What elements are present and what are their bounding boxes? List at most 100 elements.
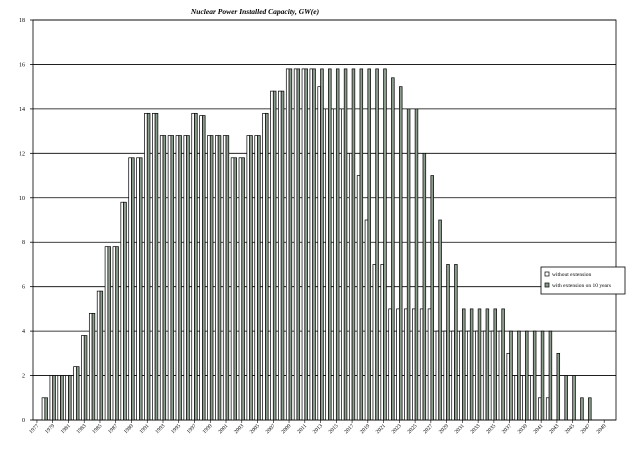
bar-without-extension xyxy=(81,335,85,421)
bar-without-extension xyxy=(443,330,447,421)
bar-without-extension xyxy=(309,68,314,421)
y-tick-label: 16 xyxy=(19,62,25,68)
bar-without-extension xyxy=(325,108,329,421)
x-tick-label: 2009 xyxy=(280,423,292,435)
bar-without-extension xyxy=(152,112,156,421)
x-tick-label: 1977 xyxy=(28,423,40,435)
bar-without-extension xyxy=(396,308,400,421)
bar-with-extension xyxy=(469,308,474,421)
bar-without-extension xyxy=(191,112,195,421)
bar-without-extension xyxy=(246,135,251,421)
bar-with-extension xyxy=(335,68,340,421)
bar-without-extension xyxy=(506,352,510,421)
bar-without-extension xyxy=(459,330,463,421)
x-tick-label: 2027 xyxy=(422,423,434,435)
bar-without-extension xyxy=(159,135,164,421)
bar-with-extension xyxy=(493,308,497,421)
bar-without-extension xyxy=(364,219,369,421)
bar-with-extension xyxy=(359,68,364,421)
bar-without-extension xyxy=(238,157,243,421)
bar-with-extension xyxy=(217,135,222,421)
bar-without-extension xyxy=(199,115,203,421)
bar-without-extension xyxy=(41,397,46,421)
bar-with-extension xyxy=(328,68,332,421)
bar-with-extension xyxy=(540,330,545,421)
x-tick-label: 2031 xyxy=(454,423,466,435)
bar-with-extension xyxy=(162,135,167,421)
y-tick-label: 6 xyxy=(22,285,25,291)
bar-with-extension xyxy=(430,175,434,421)
x-tick-label: 1979 xyxy=(44,423,56,435)
bar-with-extension xyxy=(60,375,64,421)
x-tick-label: 2047 xyxy=(580,423,592,435)
legend-swatch-with-extension xyxy=(544,282,550,288)
bar-without-extension xyxy=(333,108,337,421)
bar-with-extension xyxy=(462,308,466,421)
x-tick-label: 2041 xyxy=(533,423,545,435)
x-tick-label: 1991 xyxy=(139,423,151,435)
bar-without-extension xyxy=(475,330,479,421)
bar-with-extension xyxy=(75,366,80,421)
x-tick-label: 2007 xyxy=(265,423,277,435)
bar-with-extension xyxy=(367,68,371,421)
bar-without-extension xyxy=(175,135,180,421)
bar-without-extension xyxy=(451,330,455,421)
bar-without-extension xyxy=(278,90,282,421)
x-tick-label: 2011 xyxy=(296,423,308,435)
bar-without-extension xyxy=(222,135,227,421)
y-tick-label: 12 xyxy=(19,151,25,157)
bar-without-extension xyxy=(167,135,172,421)
plot-area xyxy=(32,19,617,421)
x-tick-label: 1981 xyxy=(60,423,72,435)
bar-with-extension xyxy=(454,264,458,421)
y-tick-label: 2 xyxy=(22,374,25,380)
bar-with-extension xyxy=(312,68,316,421)
bar-without-extension xyxy=(482,330,487,421)
bar-with-extension xyxy=(107,246,111,421)
bar-with-extension xyxy=(517,330,521,421)
bar-with-extension xyxy=(170,135,174,421)
bar-with-extension xyxy=(194,112,198,421)
bar-with-extension xyxy=(68,375,72,421)
x-tick-label: 1997 xyxy=(186,423,198,435)
bar-without-extension xyxy=(215,135,219,421)
bar-with-extension xyxy=(304,68,308,421)
bar-without-extension xyxy=(112,246,117,421)
bar-with-extension xyxy=(139,157,143,421)
bar-with-extension xyxy=(123,201,127,421)
bar-with-extension xyxy=(383,68,387,421)
x-tick-label: 2035 xyxy=(485,423,497,435)
x-tick-label: 2021 xyxy=(375,423,387,435)
bar-with-extension xyxy=(588,397,592,421)
bar-without-extension xyxy=(372,264,377,421)
bar-with-extension xyxy=(485,308,490,421)
bar-with-extension xyxy=(209,135,214,421)
bar-with-extension xyxy=(154,112,159,421)
bar-without-extension xyxy=(411,308,416,421)
x-tick-label: 2025 xyxy=(406,423,418,435)
bar-with-extension xyxy=(525,330,529,421)
bar-without-extension xyxy=(73,366,77,421)
grid-layer xyxy=(32,19,617,421)
bar-with-extension xyxy=(257,135,261,421)
bar-without-extension xyxy=(427,308,432,421)
bar-without-extension xyxy=(262,112,266,421)
bar-with-extension xyxy=(186,135,190,421)
x-tick-label: 2033 xyxy=(470,423,482,435)
bar-without-extension xyxy=(104,246,109,421)
legend-label-with-extension: with extension on 10 years xyxy=(552,283,611,289)
x-tick-label: 2023 xyxy=(391,423,403,435)
bar-without-extension xyxy=(254,135,258,421)
bar-without-extension xyxy=(301,68,306,421)
y-tick-label: 14 xyxy=(19,107,25,113)
bars-layer xyxy=(41,68,592,421)
bar-with-extension xyxy=(556,352,561,421)
bar-with-extension xyxy=(44,397,48,421)
bar-with-extension xyxy=(343,68,348,421)
bar-without-extension xyxy=(514,375,518,421)
bar-with-extension xyxy=(391,77,395,421)
x-tick-label: 2049 xyxy=(596,423,608,435)
bar-without-extension xyxy=(270,90,274,421)
